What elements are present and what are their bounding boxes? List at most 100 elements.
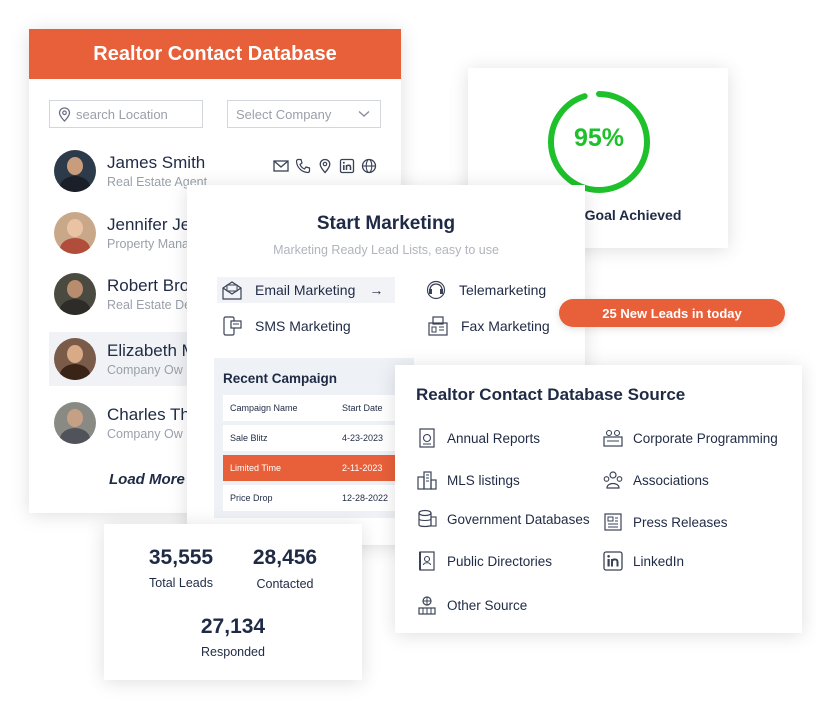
email-marketing-option[interactable]: Email Marketing →: [217, 277, 395, 303]
location-search-input[interactable]: search Location: [49, 100, 203, 128]
government-databases-icon: [418, 509, 437, 528]
email-marketing-icon: [222, 281, 242, 300]
contact-name: James Smith: [107, 153, 206, 172]
corporate-programming-icon: [603, 429, 623, 447]
source-label: Press Releases: [633, 514, 728, 530]
responded-label: Responded: [201, 645, 265, 659]
telemarketing-icon: [426, 280, 446, 300]
arrow-right-icon: →: [369, 282, 384, 298]
source-item: Press Releases: [602, 511, 728, 533]
avatar: [54, 150, 96, 192]
channel-label: SMS Marketing: [255, 318, 351, 334]
campaign-name: Price Drop: [230, 493, 273, 503]
goal-percent: 95%: [573, 124, 625, 152]
contact-role: Real Estate De: [107, 298, 192, 312]
contact-row[interactable]: Charles Th Company Ow: [49, 396, 389, 450]
company-select[interactable]: Select Company: [227, 100, 381, 128]
sources-title: Realtor Contact Database Source: [416, 385, 686, 404]
campaign-row-selected[interactable]: Limited Time 2-11-2023: [223, 455, 407, 481]
source-label: Public Directories: [447, 553, 553, 569]
avatar: [54, 212, 96, 254]
press-releases-icon: [604, 513, 622, 531]
source-label: Corporate Programming: [633, 430, 778, 446]
contact-name: Elizabeth M: [107, 341, 196, 360]
contact-name: Charles Th: [107, 405, 190, 424]
source-item: LinkedIn: [602, 550, 684, 572]
column-header: Campaign Name: [230, 403, 298, 413]
contact-name: Jennifer Je: [107, 215, 191, 234]
contacted-label: Contacted: [256, 577, 314, 591]
marketing-goal-card: 95% Marketing Goal Achieved: [468, 68, 728, 248]
campaign-date: 4-23-2023: [342, 433, 384, 443]
campaign-date: 12-28-2022: [342, 493, 389, 503]
fax-marketing-option[interactable]: Fax Marketing: [427, 313, 550, 339]
contact-role: Company Ow: [107, 363, 183, 377]
globe-icon[interactable]: [361, 158, 377, 174]
contact-row[interactable]: James Smith Real Estate Agent: [49, 144, 389, 198]
location-pin-icon[interactable]: [317, 158, 333, 174]
campaign-date: 2-11-2023: [342, 463, 383, 473]
recent-campaign-panel: Recent Campaign Campaign Name Start Date…: [214, 358, 414, 518]
sms-marketing-option[interactable]: SMS Marketing: [221, 313, 351, 339]
telemarketing-option[interactable]: Telemarketing: [425, 277, 546, 303]
source-label: Annual Reports: [447, 430, 541, 446]
mail-icon[interactable]: [273, 158, 289, 174]
source-item: Other Source: [416, 594, 527, 616]
contact-role: Real Estate Agent: [107, 175, 208, 189]
source-item: Annual Reports: [416, 427, 540, 449]
campaign-name: Sale Blitz: [230, 433, 268, 443]
phone-icon[interactable]: [295, 158, 311, 174]
channel-label: Email Marketing: [255, 282, 356, 298]
source-item: Public Directories: [416, 550, 552, 572]
source-item: Associations: [602, 469, 709, 491]
column-header: Start Date: [342, 403, 383, 413]
associations-icon: [603, 471, 623, 489]
other-source-icon: [418, 596, 436, 615]
total-leads-label: Total Leads: [149, 576, 213, 590]
contacted-value: 28,456: [252, 546, 318, 569]
public-directories-icon: [419, 551, 435, 571]
source-label: Associations: [633, 472, 709, 488]
database-source-card: Realtor Contact Database Source Annual R…: [395, 365, 802, 633]
channel-label: Fax Marketing: [461, 318, 550, 334]
new-leads-badge: 25 New Leads in today: [559, 299, 785, 327]
channel-label: Telemarketing: [459, 282, 547, 298]
contact-name: Robert Bro: [107, 276, 190, 295]
source-label: MLS listings: [447, 472, 520, 488]
contact-role: Property Mana: [107, 237, 189, 251]
contact-role: Company Ow: [107, 427, 183, 441]
avatar: [54, 273, 96, 315]
load-more-button[interactable]: Load More: [109, 471, 185, 488]
source-item: Corporate Programming: [602, 427, 778, 449]
location-placeholder: search Location: [76, 106, 168, 122]
campaign-name: Limited Time: [230, 463, 282, 473]
chevron-down-icon: [358, 110, 370, 117]
source-item: MLS listings: [416, 469, 520, 491]
source-label: Government Databases: [447, 511, 590, 527]
goal-progress-ring: [548, 91, 650, 193]
contacts-title: Realtor Contact Database: [29, 29, 401, 79]
company-placeholder: Select Company: [236, 106, 332, 122]
contact-row[interactable]: Jennifer Je Property Mana: [49, 206, 389, 260]
fax-icon: [428, 316, 448, 336]
marketing-subtitle: Marketing Ready Lead Lists, easy to use: [273, 243, 499, 257]
marketing-title: Start Marketing: [316, 213, 456, 234]
lead-stats-card: 35,555 Total Leads 28,456 Contacted 27,1…: [104, 524, 362, 680]
campaign-row[interactable]: Price Drop 12-28-2022: [223, 485, 407, 511]
linkedin-icon: [603, 551, 623, 571]
campaign-header-row: Campaign Name Start Date: [223, 395, 407, 421]
source-label: Other Source: [447, 597, 528, 613]
avatar: [54, 338, 96, 380]
mls-listings-icon: [417, 471, 437, 490]
responded-value: 27,134: [200, 615, 266, 638]
total-leads-value: 35,555: [148, 546, 214, 569]
source-item: Government Databases: [416, 508, 590, 530]
avatar: [54, 402, 96, 444]
annual-reports-icon: [419, 428, 435, 448]
location-pin-icon: [58, 106, 71, 122]
campaign-title: Recent Campaign: [223, 371, 338, 386]
source-label: LinkedIn: [633, 553, 685, 569]
contact-row[interactable]: Robert Bro Real Estate De: [49, 267, 389, 321]
campaign-row[interactable]: Sale Blitz 4-23-2023: [223, 425, 407, 451]
linkedin-icon[interactable]: [339, 158, 355, 174]
